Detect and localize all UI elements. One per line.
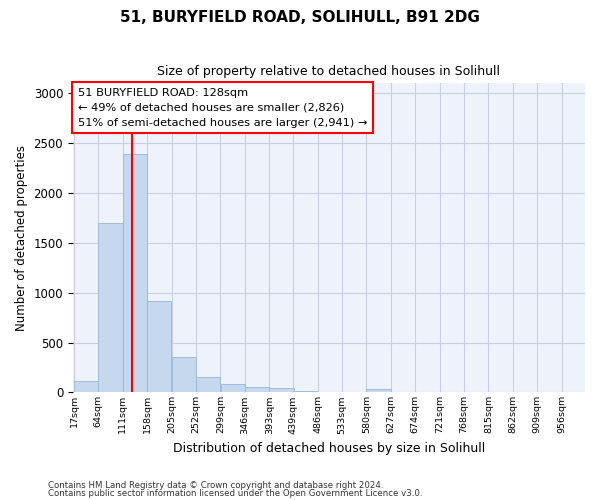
Bar [172,358,196,392]
Bar [367,389,391,392]
Text: Contains HM Land Registry data © Crown copyright and database right 2024.: Contains HM Land Registry data © Crown c… [48,481,383,490]
Bar [245,387,269,392]
Bar [196,378,220,392]
X-axis label: Distribution of detached houses by size in Solihull: Distribution of detached houses by size … [173,442,485,455]
Title: Size of property relative to detached houses in Solihull: Size of property relative to detached ho… [157,65,500,78]
Bar [269,388,293,392]
Text: Contains public sector information licensed under the Open Government Licence v3: Contains public sector information licen… [48,488,422,498]
Bar [98,223,122,392]
Text: 51 BURYFIELD ROAD: 128sqm
← 49% of detached houses are smaller (2,826)
51% of se: 51 BURYFIELD ROAD: 128sqm ← 49% of detac… [78,88,367,128]
Bar [123,154,147,392]
Bar [221,384,245,392]
Y-axis label: Number of detached properties: Number of detached properties [15,145,28,331]
Text: 51, BURYFIELD ROAD, SOLIHULL, B91 2DG: 51, BURYFIELD ROAD, SOLIHULL, B91 2DG [120,10,480,25]
Bar [74,382,98,392]
Bar [148,300,172,392]
